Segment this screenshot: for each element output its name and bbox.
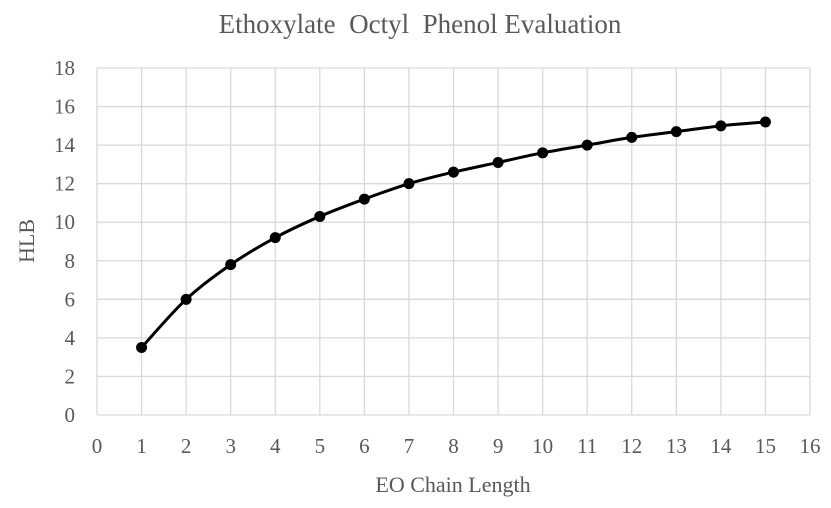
- x-tick-label: 13: [666, 434, 687, 458]
- data-point: [448, 166, 459, 178]
- x-tick-label: 3: [225, 434, 236, 458]
- data-point: [269, 232, 281, 244]
- data-point: [180, 293, 192, 305]
- chart-title: Ethoxylate Octyl Phenol Evaluation: [219, 9, 622, 39]
- x-tick-label: 15: [755, 434, 776, 458]
- x-tick-label: 5: [315, 434, 326, 458]
- data-points: [136, 116, 771, 354]
- x-tick-label: 4: [270, 434, 281, 458]
- y-tick-label: 12: [54, 172, 75, 196]
- data-point: [358, 193, 370, 205]
- x-tick-label: 16: [800, 434, 821, 458]
- data-point: [759, 116, 771, 128]
- y-axis-label: HLB: [14, 219, 39, 263]
- data-point: [403, 178, 415, 190]
- data-point: [225, 259, 237, 271]
- x-tick-label: 14: [710, 434, 732, 458]
- y-tick-label: 10: [54, 210, 75, 234]
- x-tick-label: 12: [621, 434, 642, 458]
- y-tick-label: 0: [65, 403, 76, 427]
- x-tick-label: 1: [136, 434, 147, 458]
- x-tick-label: 2: [181, 434, 192, 458]
- y-tick-label: 14: [54, 133, 76, 157]
- x-tick-label: 6: [359, 434, 370, 458]
- grid: [96, 67, 811, 416]
- y-tick-label: 18: [54, 56, 75, 80]
- data-point: [492, 156, 504, 168]
- data-point: [581, 139, 593, 151]
- x-tick-label: 0: [92, 434, 103, 458]
- y-tick-label: 4: [65, 326, 76, 350]
- data-point: [136, 342, 148, 354]
- x-tick-label: 11: [577, 434, 597, 458]
- y-tick-label: 2: [65, 364, 76, 388]
- y-tick-labels: 0 2 4 6 8 10 12 14 16 18: [54, 56, 76, 427]
- data-point: [314, 210, 326, 222]
- x-tick-labels: 0 1 2 3 4 5 6 7 8 9 10 11 12 13 14 15 16: [92, 434, 821, 458]
- x-tick-label: 8: [448, 434, 459, 458]
- data-point: [626, 131, 638, 143]
- y-tick-label: 8: [65, 249, 76, 273]
- x-tick-label: 7: [404, 434, 415, 458]
- x-tick-label: 10: [532, 434, 553, 458]
- y-tick-label: 6: [65, 287, 76, 311]
- y-tick-label: 16: [54, 95, 75, 119]
- x-tick-label: 9: [493, 434, 504, 458]
- data-point: [537, 147, 549, 159]
- data-point: [670, 126, 682, 138]
- x-axis-label: EO Chain Length: [375, 472, 530, 497]
- data-point: [715, 120, 727, 132]
